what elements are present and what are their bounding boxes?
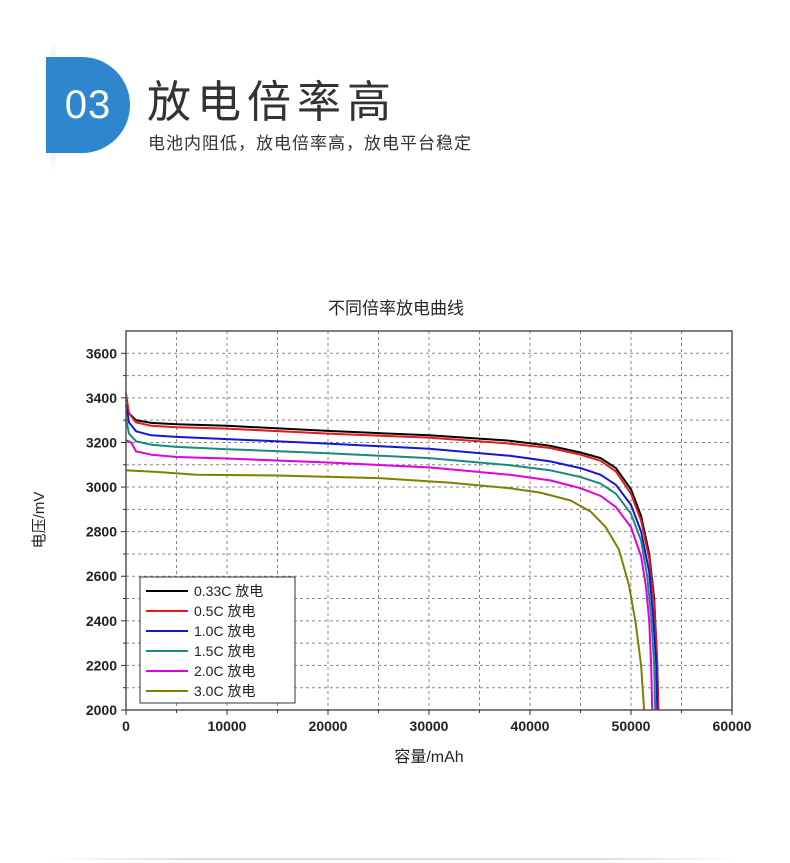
y-tick-label: 3000 <box>86 479 117 495</box>
legend-label: 2.0C 放电 <box>194 663 255 679</box>
series-line <box>125 393 660 711</box>
y-tick-label: 2800 <box>86 524 117 540</box>
series-line <box>125 439 654 711</box>
x-tick-label: 10000 <box>208 718 247 734</box>
discharge-curve-chart: 不同倍率放电曲线 0 10000 20000 30000 40000 50000 60000… <box>31 299 752 766</box>
footer-divider <box>50 858 740 860</box>
section-number-badge: 03 <box>46 57 130 153</box>
x-tick-label: 40000 <box>511 718 550 734</box>
legend-label: 1.0C 放电 <box>194 623 255 639</box>
x-tick-label: 0 <box>122 718 130 734</box>
x-tick-label: 60000 <box>713 718 752 734</box>
legend-label: 3.0C 放电 <box>194 683 255 699</box>
legend-label: 0.5C 放电 <box>194 603 255 619</box>
x-tick-label: 50000 <box>612 718 651 734</box>
chart-title: 不同倍率放电曲线 <box>328 299 464 318</box>
series-line <box>125 469 646 711</box>
chart-legend: 0.33C 放电 0.5C 放电 1.0C 放电 1.5C 放电 2.0C 放电 3.0C… <box>139 576 296 704</box>
x-tick-label: 20000 <box>309 718 348 734</box>
x-axis-label: 容量/mAh <box>394 748 463 766</box>
y-tick-label: 3400 <box>86 390 117 406</box>
chart-series <box>125 393 660 711</box>
series-line <box>125 417 657 711</box>
y-tick-label: 3600 <box>86 345 117 361</box>
y-tick-label: 2000 <box>86 702 117 718</box>
y-axis-label: 电压/mV <box>31 492 48 549</box>
chart-grid <box>126 331 732 710</box>
y-tick-label: 3200 <box>86 434 117 450</box>
y-tick-label: 2200 <box>86 657 117 673</box>
x-tick-label: 30000 <box>410 718 449 734</box>
legend-label: 0.33C 放电 <box>194 583 263 599</box>
y-tick-label: 2600 <box>86 568 117 584</box>
legend-box <box>139 576 296 704</box>
section-number: 03 <box>64 82 112 127</box>
section-subtitle: 电池内阻低，放电倍率高，放电平台稳定 <box>148 134 472 154</box>
chart-axes: 0 10000 20000 30000 40000 50000 60000 2000 2200 2… <box>86 345 752 734</box>
y-tick-label: 2400 <box>86 613 117 629</box>
series-line <box>125 404 659 711</box>
section-title: 放电倍率高 <box>147 77 397 128</box>
legend-label: 1.5C 放电 <box>194 643 255 659</box>
